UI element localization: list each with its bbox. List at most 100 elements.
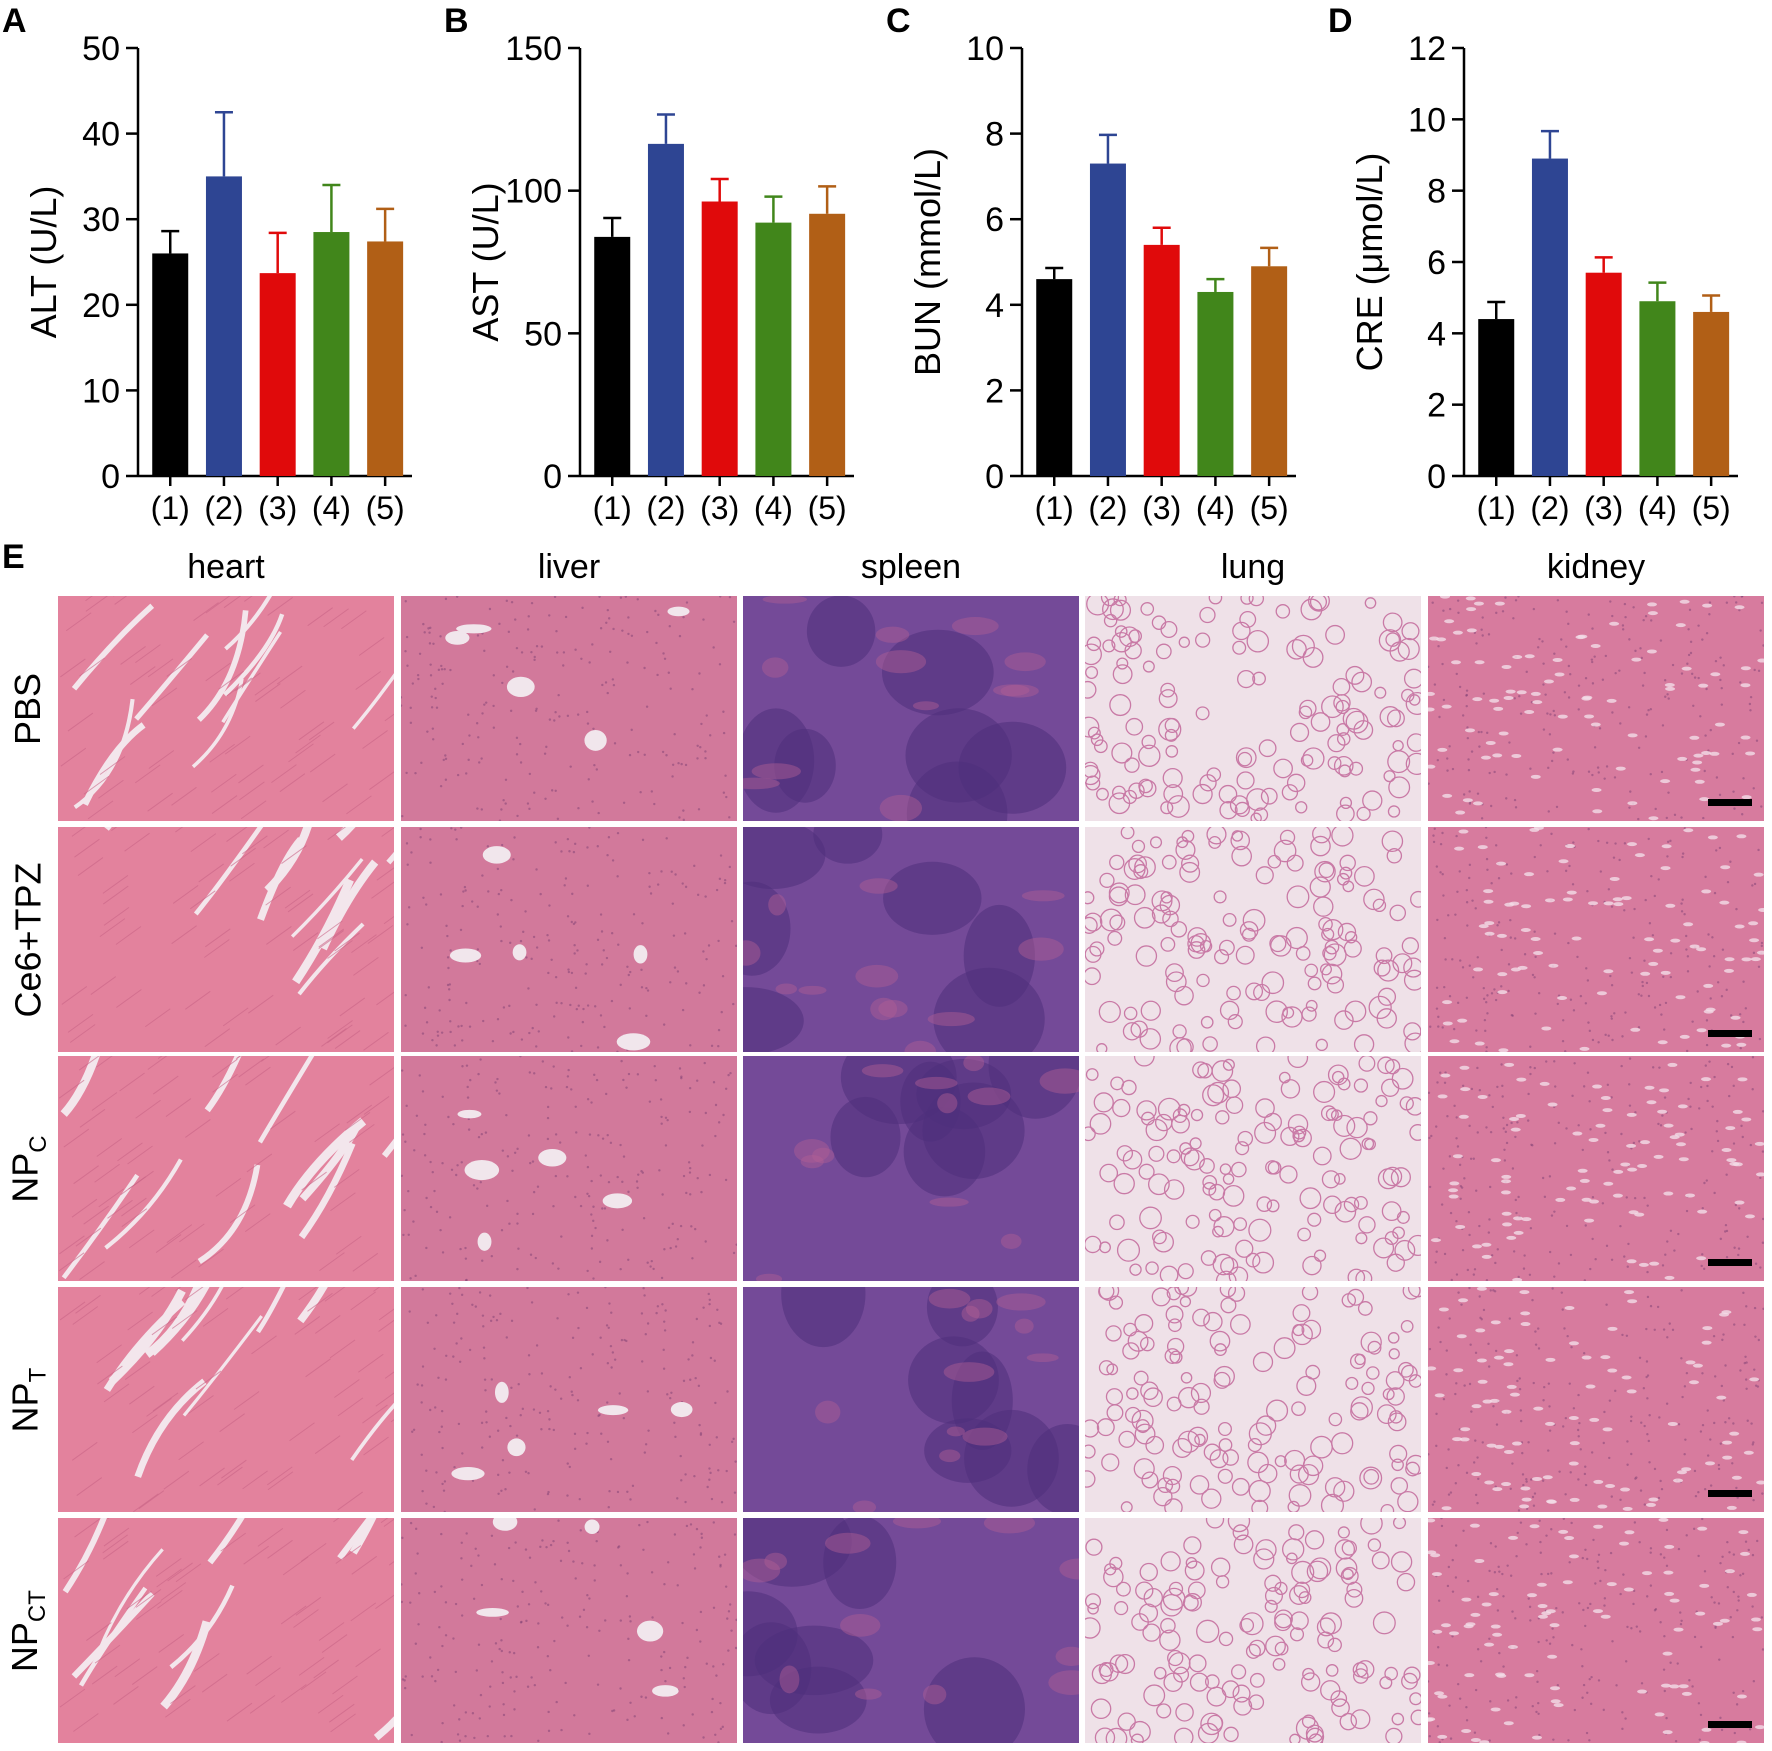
column-label-spleen: spleen bbox=[860, 548, 962, 586]
histology-image-kidney bbox=[1428, 1518, 1764, 1743]
x-tick-label: (4) bbox=[1196, 490, 1235, 526]
scale-bar bbox=[1708, 799, 1752, 806]
y-tick-label: 12 bbox=[1408, 30, 1446, 68]
x-tick-label: (4) bbox=[754, 490, 793, 526]
panel-letter-d: D bbox=[1328, 2, 1353, 40]
bar bbox=[1478, 319, 1515, 476]
bar bbox=[1585, 272, 1622, 476]
scale-bar bbox=[1708, 1259, 1752, 1266]
row-label-3: NPT bbox=[4, 1367, 52, 1432]
x-tick-label: (3) bbox=[700, 490, 739, 526]
y-tick-label: 2 bbox=[1427, 387, 1446, 425]
histology-image-heart bbox=[58, 1287, 394, 1512]
bar bbox=[594, 236, 631, 476]
y-tick-label: 150 bbox=[505, 30, 562, 68]
panel-letter-e: E bbox=[2, 538, 25, 576]
histology-image-spleen bbox=[743, 1056, 1079, 1281]
bar bbox=[1143, 244, 1180, 476]
column-label-liver: liver bbox=[537, 548, 601, 586]
histology-image-liver bbox=[401, 827, 737, 1052]
x-tick-label: (5) bbox=[366, 490, 405, 526]
histology-image-kidney bbox=[1428, 1287, 1764, 1512]
histology-image-liver bbox=[401, 1056, 737, 1281]
histology-image-spleen bbox=[743, 1518, 1079, 1743]
row-label-1: Ce6+TPZ bbox=[7, 862, 49, 1017]
x-tick-label: (1) bbox=[151, 490, 190, 526]
panel-letter-c: C bbox=[886, 2, 911, 40]
y-tick-label: 8 bbox=[1427, 173, 1446, 211]
column-label-kidney: kidney bbox=[1546, 548, 1646, 586]
y-tick-label: 8 bbox=[985, 116, 1004, 154]
x-tick-label: (5) bbox=[1250, 490, 1289, 526]
y-tick-label: 100 bbox=[505, 173, 562, 211]
y-tick-label: 4 bbox=[1427, 315, 1446, 353]
x-tick-label: (1) bbox=[1035, 490, 1074, 526]
x-tick-label: (2) bbox=[1530, 490, 1569, 526]
column-label-lung: lung bbox=[1220, 548, 1286, 586]
y-tick-label: 4 bbox=[985, 287, 1004, 325]
histology-image-lung bbox=[1085, 596, 1421, 821]
row-label-4: NPCT bbox=[4, 1590, 52, 1672]
panel-letter-b: B bbox=[444, 2, 469, 40]
bar bbox=[259, 273, 296, 476]
histology-image-liver bbox=[401, 1287, 737, 1512]
row-label-main: NP bbox=[3, 1381, 45, 1432]
histology-image-lung bbox=[1085, 827, 1421, 1052]
histology-image-spleen bbox=[743, 596, 1079, 821]
bar bbox=[1089, 163, 1126, 476]
row-label-subscript: CT bbox=[24, 1589, 52, 1622]
bar bbox=[1251, 266, 1288, 476]
y-axis-label: AST (U/L) bbox=[465, 182, 506, 341]
histology-image-kidney bbox=[1428, 827, 1764, 1052]
y-tick-label: 30 bbox=[82, 201, 120, 239]
bar bbox=[1639, 301, 1676, 476]
x-tick-label: (5) bbox=[808, 490, 847, 526]
bar bbox=[367, 241, 404, 476]
y-tick-label: 0 bbox=[101, 458, 120, 496]
y-tick-label: 6 bbox=[1427, 244, 1446, 282]
histology-image-heart bbox=[58, 1056, 394, 1281]
scale-bar bbox=[1708, 1030, 1752, 1037]
panel-letter-a: A bbox=[2, 2, 27, 40]
bar bbox=[755, 222, 792, 476]
y-tick-label: 10 bbox=[82, 372, 120, 410]
bar bbox=[647, 143, 684, 476]
x-tick-label: (1) bbox=[1477, 490, 1516, 526]
bar bbox=[1693, 311, 1730, 476]
histology-image-lung bbox=[1085, 1056, 1421, 1281]
row-label-main: Ce6+TPZ bbox=[7, 861, 49, 1018]
y-tick-label: 0 bbox=[985, 458, 1004, 496]
bar bbox=[1197, 291, 1234, 476]
histology-image-heart bbox=[58, 596, 394, 821]
scale-bar bbox=[1708, 1490, 1752, 1497]
y-axis-label: BUN (mmol/L) bbox=[907, 148, 948, 376]
y-tick-label: 20 bbox=[82, 287, 120, 325]
y-tick-label: 0 bbox=[543, 458, 562, 496]
bar bbox=[701, 201, 738, 476]
scale-bar bbox=[1708, 1721, 1752, 1728]
row-label-2: NPC bbox=[4, 1135, 52, 1202]
histology-image-lung bbox=[1085, 1287, 1421, 1512]
y-tick-label: 6 bbox=[985, 201, 1004, 239]
column-label-heart: heart bbox=[187, 548, 265, 586]
x-tick-label: (5) bbox=[1692, 490, 1731, 526]
bar bbox=[1531, 158, 1568, 477]
y-tick-label: 0 bbox=[1427, 458, 1446, 496]
histology-image-lung bbox=[1085, 1518, 1421, 1743]
bar bbox=[152, 253, 189, 476]
row-label-main: PBS bbox=[7, 672, 49, 745]
row-label-main: NP bbox=[4, 1152, 46, 1203]
row-label-subscript: T bbox=[23, 1367, 51, 1382]
x-tick-label: (2) bbox=[204, 490, 243, 526]
histology-image-heart bbox=[58, 827, 394, 1052]
bar bbox=[313, 232, 350, 476]
y-tick-label: 10 bbox=[966, 30, 1004, 68]
y-tick-label: 50 bbox=[82, 30, 120, 68]
y-tick-label: 40 bbox=[82, 116, 120, 154]
y-axis-label: ALT (U/L) bbox=[23, 186, 64, 339]
row-label-main: NP bbox=[3, 1621, 45, 1672]
histology-image-kidney bbox=[1428, 596, 1764, 821]
x-tick-label: (3) bbox=[258, 490, 297, 526]
y-tick-label: 10 bbox=[1408, 101, 1446, 139]
